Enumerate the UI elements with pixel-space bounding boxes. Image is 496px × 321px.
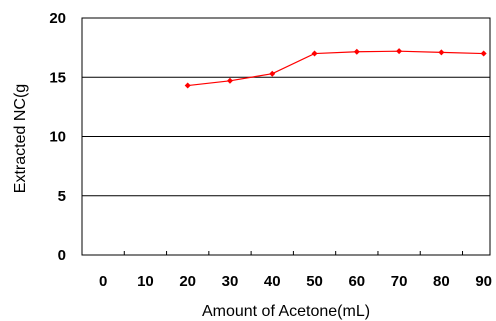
x-tick-label: 20	[179, 273, 196, 290]
x-axis-title: Amount of Acetone(mL)	[202, 303, 370, 320]
x-tick-label: 60	[348, 273, 365, 290]
data-point	[438, 49, 445, 56]
y-tick-label: 20	[49, 10, 66, 27]
x-tick-label: 0	[99, 273, 107, 290]
data-point	[311, 50, 318, 57]
x-tick-label: 10	[137, 273, 154, 290]
x-tick-label: 70	[391, 273, 408, 290]
series-group	[184, 48, 487, 89]
data-point	[480, 50, 487, 57]
data-point	[353, 48, 360, 55]
x-tick-label: 30	[222, 273, 239, 290]
data-point	[396, 48, 403, 55]
y-axis-title: Extracted NC(g	[12, 84, 29, 193]
y-axis-tick-labels: 0 5 10 15 20	[49, 10, 66, 264]
x-tick-label: 40	[264, 273, 281, 290]
y-tick-label: 15	[49, 69, 66, 86]
y-tick-label: 10	[49, 129, 66, 146]
x-axis-ticks	[81, 251, 464, 255]
gridlines	[82, 17, 490, 256]
x-tick-label: 50	[306, 273, 323, 290]
y-tick-label: 0	[58, 247, 66, 264]
plot-area-frame	[81, 17, 491, 256]
x-tick-label: 90	[475, 273, 492, 290]
data-point	[226, 77, 233, 84]
x-tick-label: 80	[433, 273, 450, 290]
x-axis-tick-labels: 0 10 20 30 40 50 60 70 80 90	[99, 273, 492, 290]
series-line	[187, 50, 484, 87]
y-tick-label: 5	[58, 188, 66, 205]
data-point	[269, 70, 276, 77]
data-point	[184, 82, 191, 89]
